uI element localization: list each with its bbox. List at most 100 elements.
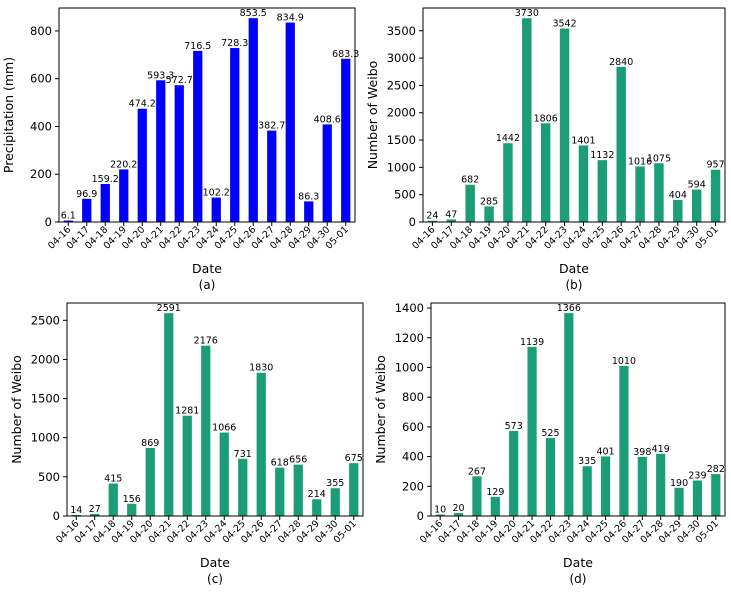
y-tick-label: 200 — [30, 167, 52, 181]
bar — [127, 503, 137, 516]
bar-value-label: 190 — [670, 478, 688, 489]
plot-frame — [430, 302, 726, 517]
bar-value-label: 86.3 — [298, 191, 319, 202]
bar-value-label: 594 — [688, 180, 706, 191]
bar-value-label: 20 — [453, 503, 465, 514]
bar — [293, 464, 303, 516]
bar — [193, 50, 203, 223]
bar-value-label: 3542 — [552, 18, 576, 29]
bar — [108, 483, 118, 516]
bar-value-label: 1010 — [612, 356, 636, 367]
bar — [656, 453, 666, 516]
y-tick-label: 500 — [394, 188, 416, 202]
bar — [82, 198, 92, 222]
bar-value-label: 214 — [308, 489, 326, 500]
bar — [582, 466, 592, 516]
plot-frame — [422, 7, 726, 223]
bar-value-label: 593.3 — [147, 70, 174, 81]
bar — [490, 496, 500, 516]
bar-value-label: 618 — [271, 458, 289, 469]
y-tick-label: 800 — [402, 390, 424, 404]
bar-value-label: 957 — [706, 160, 724, 171]
bar-value-label: 2591 — [157, 303, 181, 314]
bar-value-label: 282 — [707, 464, 725, 475]
bar — [90, 513, 100, 516]
bar — [100, 183, 110, 222]
bar — [484, 206, 494, 222]
bar — [182, 415, 192, 516]
bar — [545, 438, 556, 516]
bar-value-label: 355 — [326, 478, 344, 489]
bar-value-label: 716.5 — [184, 41, 211, 52]
y-tick-label: 600 — [402, 420, 424, 434]
bar — [674, 487, 684, 516]
bar — [330, 488, 340, 516]
bar-value-label: 1016 — [628, 156, 652, 167]
bar-value-label: 27 — [89, 504, 101, 515]
bar-value-label: 404 — [669, 190, 687, 201]
bar-value-label: 728.3 — [221, 38, 248, 49]
y-tick-label: 2000 — [31, 352, 60, 366]
bar-value-label: 267 — [468, 466, 486, 477]
bar — [322, 124, 332, 222]
bar — [691, 189, 702, 222]
bar — [578, 145, 589, 222]
bar — [616, 66, 626, 222]
bar — [710, 169, 721, 222]
bar — [211, 197, 221, 222]
bar — [527, 346, 537, 516]
y-tick-label: 0 — [417, 509, 424, 523]
y-tick-label: 400 — [402, 450, 424, 464]
bar — [119, 169, 129, 222]
bar-value-label: 1281 — [175, 406, 199, 417]
y-tick-label: 1000 — [395, 360, 424, 374]
bar-value-label: 1830 — [249, 363, 273, 374]
bar-value-label: 525 — [541, 428, 559, 439]
bar-value-label: 159.2 — [92, 174, 119, 185]
bar-value-label: 834.9 — [277, 13, 304, 24]
bar — [427, 220, 438, 222]
y-tick-label: 0 — [409, 215, 416, 229]
bar-value-label: 419 — [652, 444, 670, 455]
bar — [341, 58, 351, 222]
bar — [312, 499, 322, 516]
y-tick-label: 3000 — [387, 51, 416, 65]
bar — [673, 199, 683, 222]
bar-value-label: 573 — [505, 421, 523, 432]
bar — [564, 313, 574, 516]
bar-value-label: 10 — [434, 505, 446, 516]
y-tick-label: 1000 — [31, 431, 60, 445]
bar-value-label: 401 — [596, 446, 614, 457]
bar-value-label: 220.2 — [110, 159, 137, 170]
y-tick-label: 600 — [30, 72, 52, 86]
bar — [349, 463, 359, 516]
bar — [248, 18, 258, 223]
bar-value-label: 675 — [345, 453, 363, 464]
bar — [503, 143, 513, 222]
y-tick-label: 2500 — [31, 313, 60, 327]
bar-value-label: 1066 — [212, 423, 236, 434]
x-axis-label: Date — [192, 261, 222, 276]
y-tick-label: 500 — [38, 470, 60, 484]
bar — [201, 345, 211, 516]
y-tick-label: 1500 — [387, 133, 416, 147]
y-tick-label: 2500 — [387, 78, 416, 92]
y-axis-label: Number of Weibo — [373, 355, 388, 464]
bar — [522, 18, 532, 222]
bar — [267, 130, 277, 222]
bar-value-label: 474.2 — [129, 99, 156, 110]
bar-value-label: 382.7 — [258, 121, 285, 132]
bar — [145, 447, 155, 516]
x-axis-label: Date — [559, 261, 589, 276]
bar — [619, 365, 629, 516]
bar-value-label: 1132 — [590, 150, 614, 161]
bar-value-label: 24 — [426, 211, 438, 222]
bar — [156, 80, 166, 222]
y-tick-label: 2000 — [387, 106, 416, 120]
bar — [446, 219, 457, 222]
y-tick-label: 0 — [53, 509, 60, 523]
y-axis-label: Number of Weibo — [365, 61, 380, 170]
